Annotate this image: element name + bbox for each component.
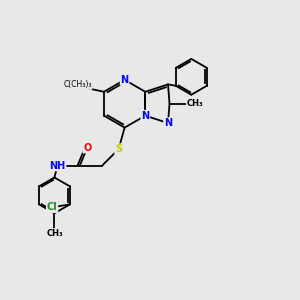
Text: CH₃: CH₃	[187, 99, 203, 108]
Text: N: N	[121, 75, 129, 85]
Text: S: S	[115, 144, 122, 154]
Text: N: N	[141, 111, 149, 121]
Text: N: N	[164, 118, 172, 128]
Text: CH₃: CH₃	[46, 229, 63, 238]
Text: C(CH₃)₃: C(CH₃)₃	[63, 80, 92, 89]
Text: O: O	[83, 142, 92, 153]
Text: NH: NH	[49, 160, 66, 170]
Text: Cl: Cl	[47, 202, 57, 212]
